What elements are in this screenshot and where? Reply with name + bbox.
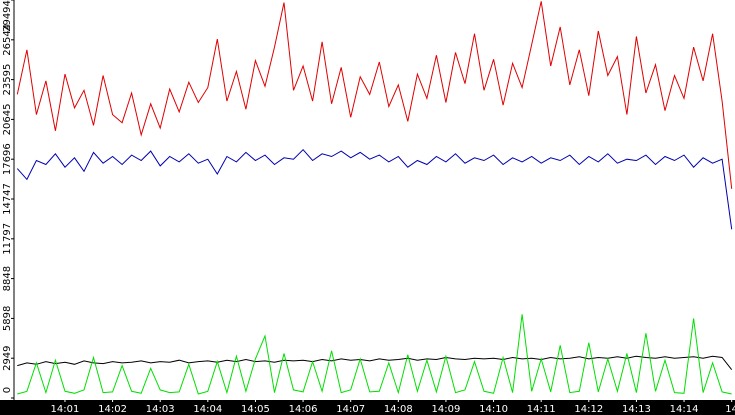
x-tick-label: 14	[725, 404, 735, 415]
x-tick-label: 14:10	[479, 404, 508, 415]
x-tick-label: 14:04	[193, 404, 222, 415]
x-tick-label: 14:13	[622, 404, 651, 415]
x-tick-label: 14:03	[146, 404, 175, 415]
x-tick-label: 14:05	[241, 404, 270, 415]
y-tick-label: 23595	[2, 64, 13, 96]
series-line	[17, 355, 733, 371]
x-tick-label: 14:07	[336, 404, 365, 415]
x-tick-label: 14:08	[384, 404, 413, 415]
y-tick-label: 2949	[2, 345, 13, 370]
x-tick-label: 14:12	[574, 404, 603, 415]
series-line	[17, 314, 732, 395]
y-tick-label: 29494	[2, 0, 13, 32]
x-tick-label: 14:06	[289, 404, 318, 415]
series-line	[16, 1, 733, 189]
y-tick-label: 20645	[2, 104, 13, 136]
x-tick-label: 14:02	[98, 404, 127, 415]
y-tick-label: 8848	[2, 266, 13, 291]
x-tick-label: 14:11	[527, 404, 556, 415]
y-tick-label: 17696	[2, 143, 13, 175]
y-tick-label: 14747	[2, 183, 13, 215]
y-tick-label: 0	[2, 387, 13, 393]
series-line	[16, 148, 733, 230]
y-tick-label: 5898	[2, 306, 13, 331]
x-tick-label: 14:09	[432, 404, 461, 415]
x-tick-label: 14:01	[51, 404, 80, 415]
y-tick-label: 26544	[2, 24, 13, 56]
x-axis-strip	[0, 400, 735, 415]
x-tick-label: 14:14	[670, 404, 699, 415]
y-tick-label: 11797	[2, 223, 13, 255]
